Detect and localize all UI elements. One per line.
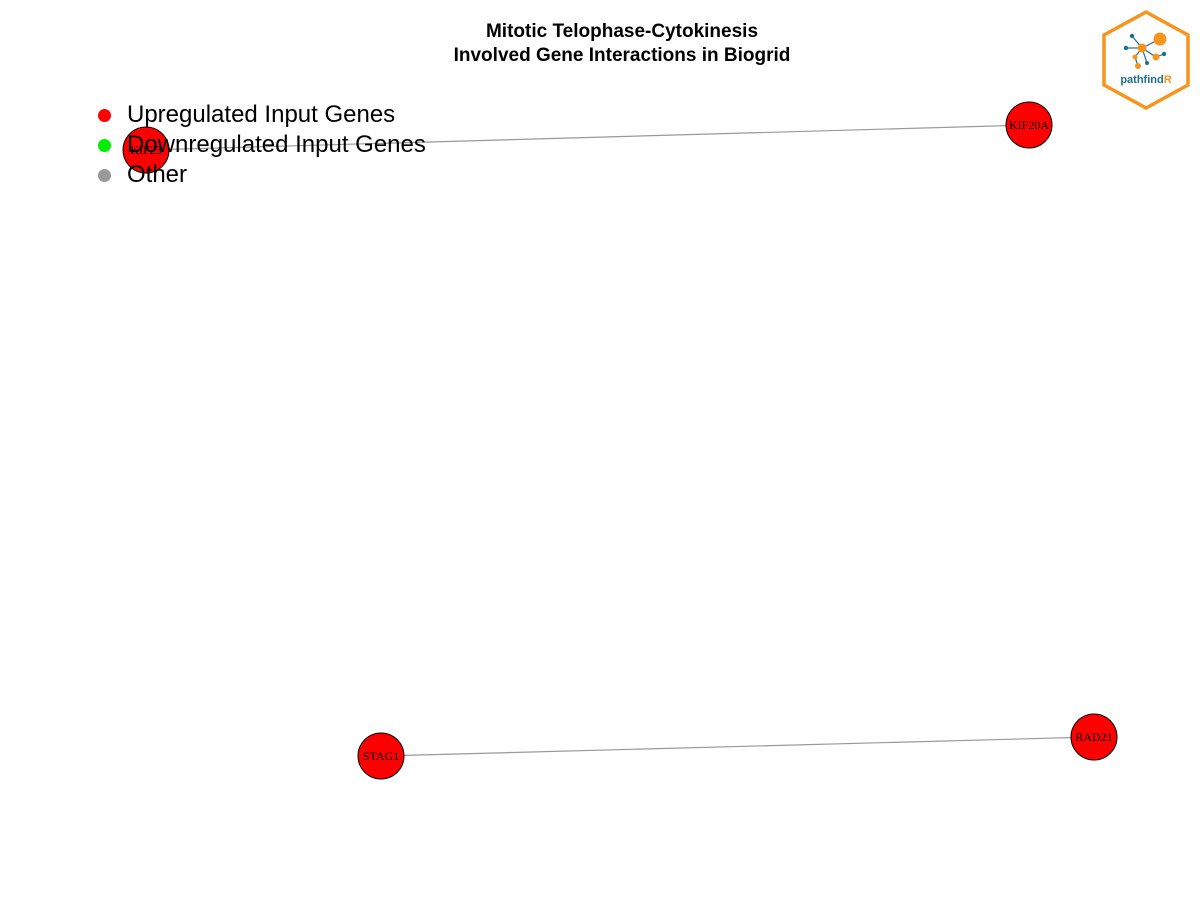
node-stag1: STAG1: [357, 732, 405, 780]
node-label-stag1: STAG1: [363, 749, 399, 763]
legend-dot-upregulated: [98, 108, 111, 122]
legend: Upregulated Input Genes Downregulated In…: [98, 100, 426, 190]
edge-stag1-rad21: [380, 736, 1095, 757]
node-circle-kif23: [122, 126, 170, 174]
nodes-layer: KIF23 KIF20A STAG1 RAD21: [122, 101, 1118, 780]
logo-text: pathfindR: [1120, 74, 1171, 86]
legend-item-downregulated: Downregulated Input Genes: [98, 130, 426, 160]
node-rad21: RAD21: [1070, 713, 1118, 761]
legend-dot-downregulated: [98, 138, 111, 152]
node-circle-kif20a: [1005, 101, 1053, 149]
node-kif20a: KIF20A: [1005, 101, 1053, 149]
plot-title: Mitotic Telophase-Cytokinesis Involved G…: [322, 20, 922, 68]
title-line-1: Mitotic Telophase-Cytokinesis: [485, 21, 759, 42]
node-label-kif23: KIF23: [130, 143, 161, 157]
logo-nodes-icon: [1123, 32, 1167, 69]
legend-label-upregulated: Upregulated Input Genes: [127, 101, 396, 128]
node-label-rad21: RAD21: [1075, 730, 1112, 744]
title-line-2: Involved Gene Interactions in Biogrid: [453, 45, 791, 66]
node-circle-rad21: [1070, 713, 1118, 761]
legend-label-downregulated: Downregulated Input Genes: [127, 131, 426, 158]
logo-text-main: pathfind: [1120, 74, 1163, 86]
node-kif23: KIF23: [122, 126, 170, 174]
legend-item-other: Other: [98, 160, 426, 190]
legend-label-other: Other: [127, 161, 188, 188]
edge-kif23-kif20a: [145, 124, 1030, 151]
node-label-kif20a: KIF20A: [1009, 118, 1049, 132]
pathfindr-logo: pathfindR: [1102, 10, 1190, 110]
edges-layer: [145, 124, 1095, 757]
legend-item-upregulated: Upregulated Input Genes: [98, 100, 426, 130]
legend-dot-other: [98, 168, 111, 182]
node-circle-stag1: [357, 732, 405, 780]
logo-text-accent: R: [1164, 74, 1172, 86]
